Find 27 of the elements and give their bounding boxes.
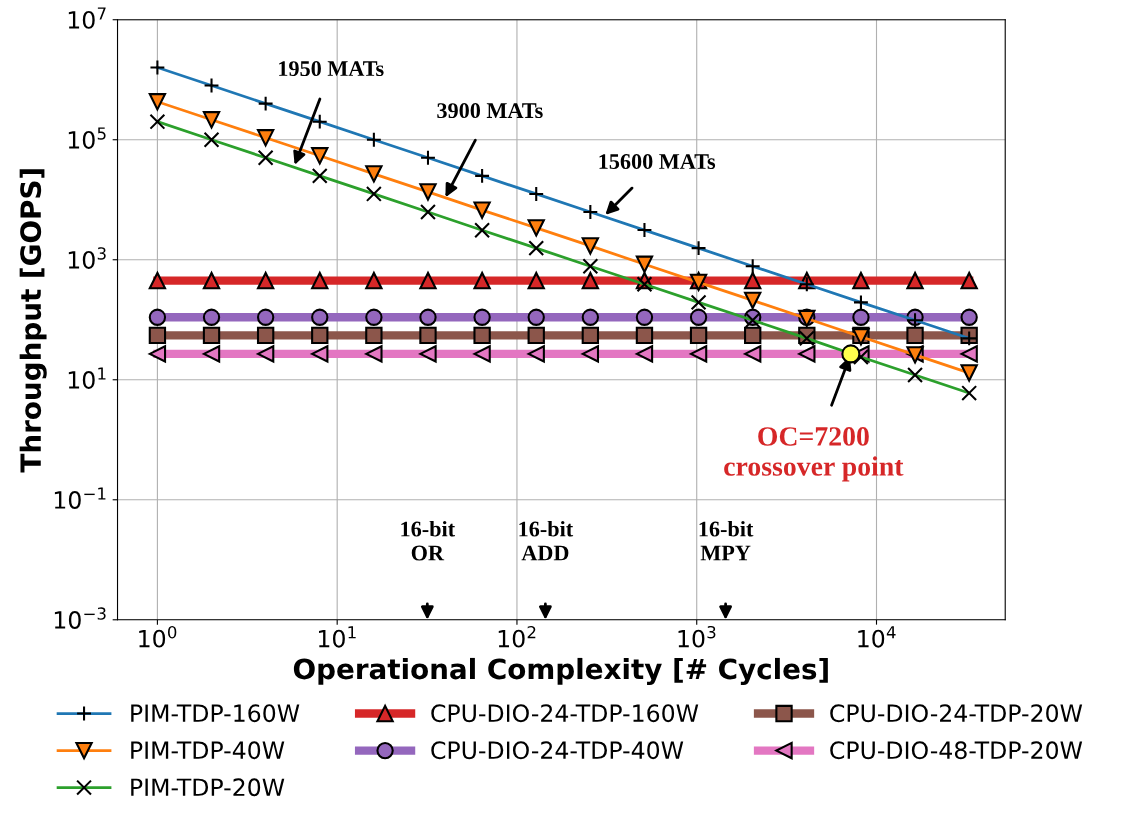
x-axis-title: Operational Complexity [# Cycles] [293, 657, 828, 686]
y-axis-title: Throughput [GOPS] [19, 169, 47, 473]
annotation: 16-bit OR [401, 520, 456, 561]
annotation: 15600 MATs [599, 154, 716, 170]
annotation: 3900 MATs [437, 103, 543, 119]
annotation: 1950 MATs [279, 61, 384, 77]
legend-label: CPU-DIO-24-TDP-160W [431, 704, 699, 723]
y-tick-label: 10$^{7}$ [68, 7, 106, 29]
legend-label: PIM-TDP-20W [131, 778, 285, 797]
legend-label: PIM-TDP-160W [131, 704, 300, 723]
x-tick-label: 10$^{4}$ [858, 626, 896, 648]
annotation: 16-bit ADD [519, 520, 574, 561]
x-tick-label: 10$^{0}$ [139, 625, 177, 648]
legend-label: CPU-DIO-48-TDP-20W [830, 741, 1083, 760]
y-tick-label: 10$^{1}$ [68, 367, 106, 389]
annotation: OC=7200 crossover point [724, 427, 904, 482]
legend-label: PIM-TDP-40W [131, 741, 285, 760]
y-tick-label: 10$^{−3}$ [54, 607, 106, 629]
legend-label: CPU-DIO-24-TDP-20W [830, 704, 1083, 723]
annotation: 16-bit MPY [699, 520, 754, 561]
y-tick-label: 10$^{5}$ [68, 127, 106, 149]
y-tick-label: 10$^{−1}$ [54, 487, 106, 509]
x-tick-label: 10$^{2}$ [498, 625, 536, 648]
x-tick-label: 10$^{1}$ [319, 626, 356, 648]
x-tick-label: 10$^{3}$ [678, 625, 716, 648]
legend-label: CPU-DIO-24-TDP-40W [431, 741, 684, 760]
y-tick-label: 10$^{3}$ [68, 247, 106, 269]
